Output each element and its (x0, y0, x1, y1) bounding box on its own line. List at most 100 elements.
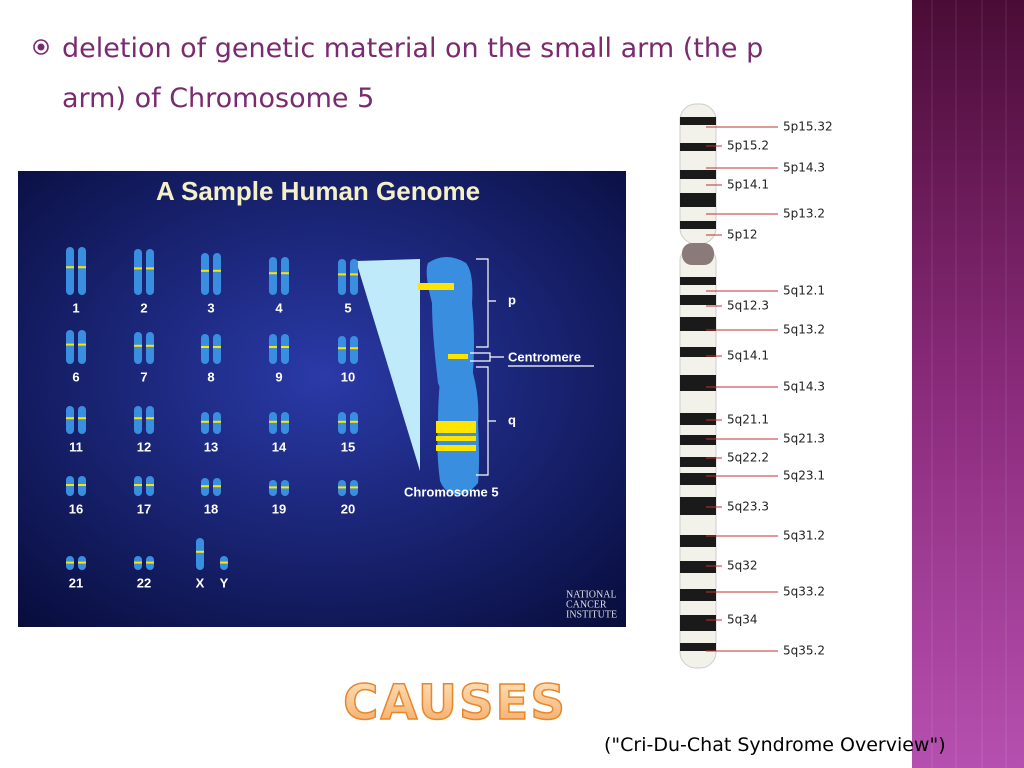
chromosome-label: 2 (140, 300, 147, 315)
heading: CAUSES (342, 674, 567, 732)
chromosome-band (213, 346, 221, 348)
chromosome-band (196, 550, 204, 553)
chromosome (146, 249, 154, 295)
genome-image: A Sample Human Genome p Centromere q Chr… (18, 171, 626, 627)
chromosome-band (78, 417, 86, 420)
chromosome (196, 538, 204, 570)
chromosome-label: 13 (204, 439, 218, 454)
band (680, 277, 716, 285)
chromosome-band (350, 273, 358, 276)
band (680, 435, 716, 445)
logo-text: CANCER (566, 599, 607, 610)
chromosome-label: 15 (341, 439, 355, 454)
chromosome-label: 17 (137, 501, 151, 516)
band (680, 497, 716, 515)
chromosome-band (269, 420, 277, 423)
chromosome (338, 412, 346, 434)
band-label: 5p14.1 (727, 178, 769, 192)
bullet-text: deletion of genetic material on the smal… (62, 33, 764, 114)
logo-text: NATIONAL (566, 589, 617, 600)
band-label: 5q35.2 (783, 644, 825, 658)
chromosome-label: 11 (69, 439, 83, 454)
chromosome-label: 6 (72, 369, 79, 384)
band (680, 615, 716, 631)
chromosome-label: 4 (275, 300, 283, 315)
ideogram: 5p15.32 5p14.3 5p13.2 5q12.1 5q13.2 5q14.3 5q2… (679, 103, 833, 669)
band (680, 643, 716, 651)
chromosome-band (213, 485, 221, 488)
chromosome (281, 257, 289, 295)
chromosome (201, 412, 209, 434)
band (680, 535, 716, 547)
chromosome-band (146, 484, 154, 486)
band (680, 221, 716, 229)
chromosome-label: 14 (272, 439, 287, 454)
chromosome (350, 336, 358, 364)
band (680, 457, 716, 467)
chromosome (134, 406, 142, 434)
chromosome (269, 334, 277, 364)
band (680, 473, 716, 485)
chromosome-label: 10 (341, 369, 355, 384)
chromosome-caption: Chromosome 5 (404, 484, 499, 499)
band (680, 295, 716, 305)
side-stripe (912, 0, 1024, 768)
band (680, 317, 716, 331)
chromosome-band (146, 561, 154, 564)
chromosome-band (281, 486, 289, 489)
band (680, 413, 716, 425)
citation: ("Cri-Du-Chat Syndrome Overview") (604, 734, 946, 756)
chromosome-band (78, 266, 86, 269)
p-label: p (508, 292, 516, 307)
chromosome-band (201, 346, 209, 348)
chromosome-label: 20 (341, 501, 355, 516)
chromosome-label: 12 (137, 439, 151, 454)
chromosome (269, 257, 277, 295)
band (680, 193, 716, 207)
chromosome (78, 406, 86, 434)
chromosome-band (66, 561, 74, 564)
chromosome-band (269, 272, 277, 275)
chromosome (146, 406, 154, 434)
genome-title: A Sample Human Genome (156, 176, 480, 206)
band-label: 5q21.3 (783, 432, 825, 446)
band (680, 117, 716, 125)
band-label: 5q23.3 (727, 500, 769, 514)
chromosome-band (146, 344, 154, 347)
chromosome-label: 8 (207, 369, 214, 384)
chromosome-label: 18 (204, 501, 218, 516)
chromosome-label: X (196, 575, 205, 590)
band-label: 5q23.1 (783, 469, 825, 483)
band-label: 5q32 (727, 559, 758, 573)
chromosome (213, 334, 221, 364)
chromosome-band (66, 343, 74, 346)
bullet-icon (33, 39, 49, 55)
chromosome-band (338, 273, 346, 276)
chromosome (134, 249, 142, 295)
chromosome (201, 253, 209, 295)
band-label: 5q33.2 (783, 585, 825, 599)
chromosome (66, 330, 74, 364)
chromosome-label: 7 (140, 369, 147, 384)
band (680, 375, 716, 391)
chromosome-band (66, 417, 74, 420)
chromosome (269, 412, 277, 434)
chromosome (338, 336, 346, 364)
chromosome (134, 332, 142, 364)
chromosome-label: 5 (344, 300, 351, 315)
chromosome (66, 247, 74, 295)
band-label: 5p15.32 (783, 120, 833, 134)
chromosome-band (78, 561, 86, 564)
chromosome-band (281, 420, 289, 423)
chromosome-band (220, 561, 228, 564)
chromosome-band (269, 486, 277, 489)
heading-text: CAUSES (343, 675, 567, 731)
chromosome-label: 19 (272, 501, 286, 516)
chromosome-band (350, 420, 358, 423)
chromosome-band (146, 417, 154, 420)
chromosome (146, 332, 154, 364)
chromosome-band (134, 344, 142, 347)
band (680, 347, 716, 357)
chromosome-label: 9 (275, 369, 282, 384)
